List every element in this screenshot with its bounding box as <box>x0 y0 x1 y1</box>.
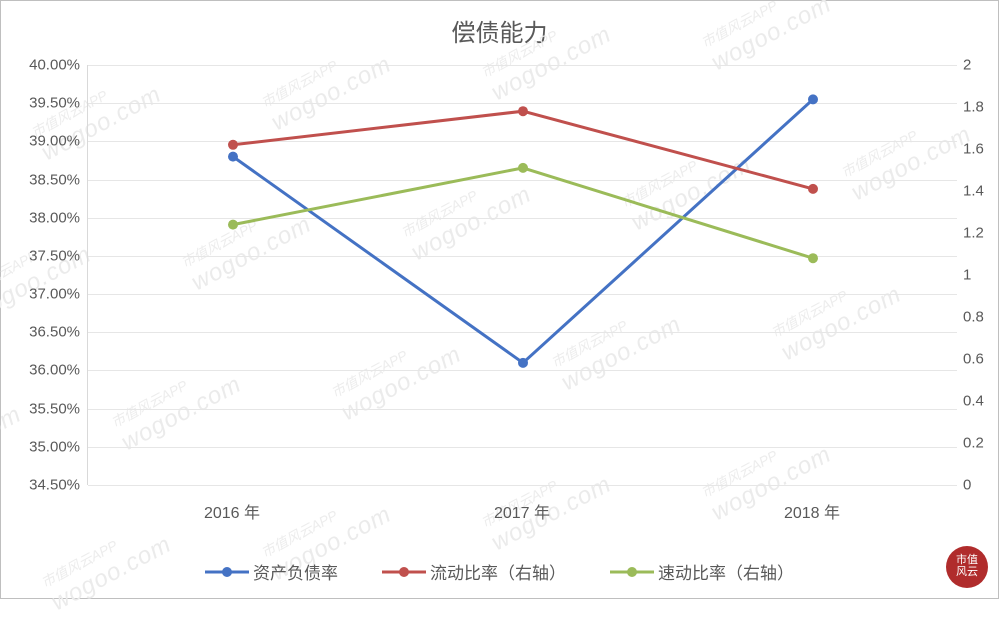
series-marker <box>518 163 528 173</box>
legend-label: 速动比率（右轴） <box>658 559 794 584</box>
series-marker <box>228 152 238 162</box>
plot-area <box>87 65 957 485</box>
legend-label: 资产负债率 <box>253 559 338 584</box>
series-marker <box>808 253 818 263</box>
y-left-tick: 35.00% <box>29 438 80 455</box>
series-line <box>233 168 813 258</box>
y-left-tick: 38.50% <box>29 171 80 188</box>
x-tick: 2018 年 <box>784 499 840 523</box>
x-tick: 2016 年 <box>204 499 260 523</box>
y-right-tick: 0.2 <box>963 435 984 452</box>
series-marker <box>518 358 528 368</box>
legend-item: 流动比率（右轴） <box>382 559 566 584</box>
chart-title: 偿债能力 <box>1 1 998 48</box>
y-left-tick: 39.50% <box>29 95 80 112</box>
series-marker <box>518 106 528 116</box>
series-lines <box>88 65 957 485</box>
series-marker <box>228 140 238 150</box>
legend-item: 速动比率（右轴） <box>610 559 794 584</box>
y-right-tick: 0.4 <box>963 393 984 410</box>
legend-marker-icon <box>205 565 249 579</box>
y-left-tick: 35.50% <box>29 400 80 417</box>
y-right-tick: 1.6 <box>963 141 984 158</box>
y-left-tick: 36.50% <box>29 324 80 341</box>
chart-container: 市值风云APPwogoo.com市值风云APPwogoo.com市值风云APPw… <box>0 0 999 599</box>
legend-label: 流动比率（右轴） <box>430 559 566 584</box>
y-left-tick: 39.00% <box>29 133 80 150</box>
y-right-tick: 1.2 <box>963 225 984 242</box>
legend: 资产负债率 流动比率（右轴） 速动比率（右轴） <box>1 559 998 584</box>
y-left-tick: 34.50% <box>29 477 80 494</box>
y-right-tick: 0.8 <box>963 309 984 326</box>
y-right-tick: 1.4 <box>963 183 984 200</box>
watermark: 市值风云APPwogoo.com <box>0 223 96 327</box>
stamp-logo: 市值 风云 <box>946 546 988 588</box>
stamp-line2: 风云 <box>956 567 978 579</box>
legend-item: 资产负债率 <box>205 559 338 584</box>
y-left-tick: 40.00% <box>29 57 80 74</box>
series-marker <box>808 94 818 104</box>
y-right-tick: 1.8 <box>963 99 984 116</box>
x-tick: 2017 年 <box>494 499 550 523</box>
y-left-tick: 36.00% <box>29 362 80 379</box>
y-left-tick: 38.00% <box>29 209 80 226</box>
y-right-tick: 0 <box>963 477 971 494</box>
legend-marker-icon <box>610 565 654 579</box>
y-right-tick: 0.6 <box>963 351 984 368</box>
y-right-tick: 1 <box>963 267 971 284</box>
watermark: 市值风云APPwogoo.com <box>0 383 26 487</box>
gridline <box>88 485 957 486</box>
y-right-tick: 2 <box>963 57 971 74</box>
series-marker <box>228 220 238 230</box>
y-left-tick: 37.50% <box>29 247 80 264</box>
series-marker <box>808 184 818 194</box>
legend-marker-icon <box>382 565 426 579</box>
y-left-tick: 37.00% <box>29 286 80 303</box>
